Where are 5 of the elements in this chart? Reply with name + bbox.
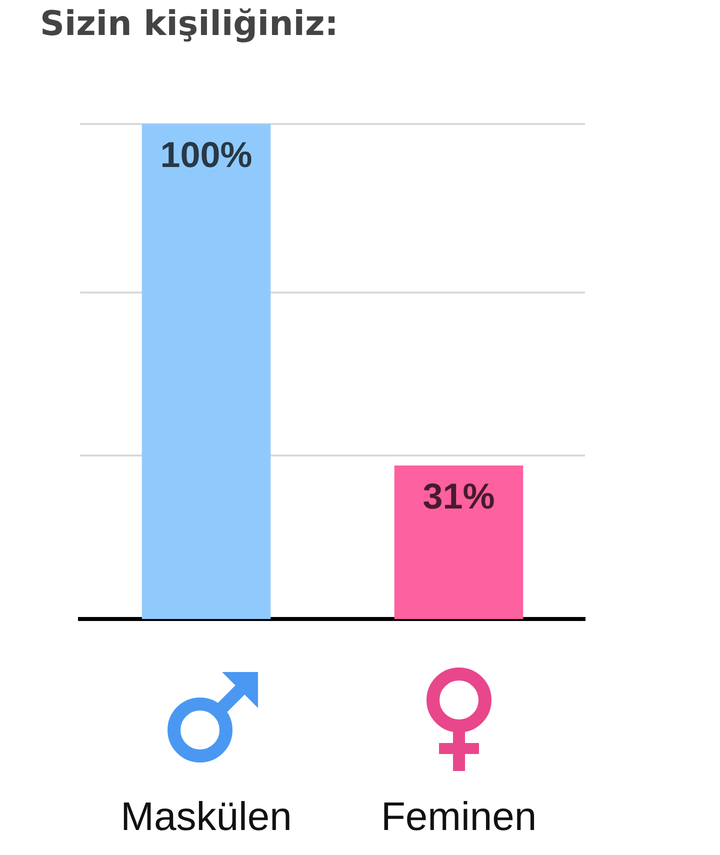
- x-tick-label: Feminen: [380, 795, 537, 840]
- data-label: 100%: [160, 134, 252, 175]
- data-label: 31%: [422, 475, 495, 516]
- x-tick-label: Maskülen: [120, 795, 292, 840]
- chart-title: Sizin kişiliğiniz:: [40, 4, 338, 44]
